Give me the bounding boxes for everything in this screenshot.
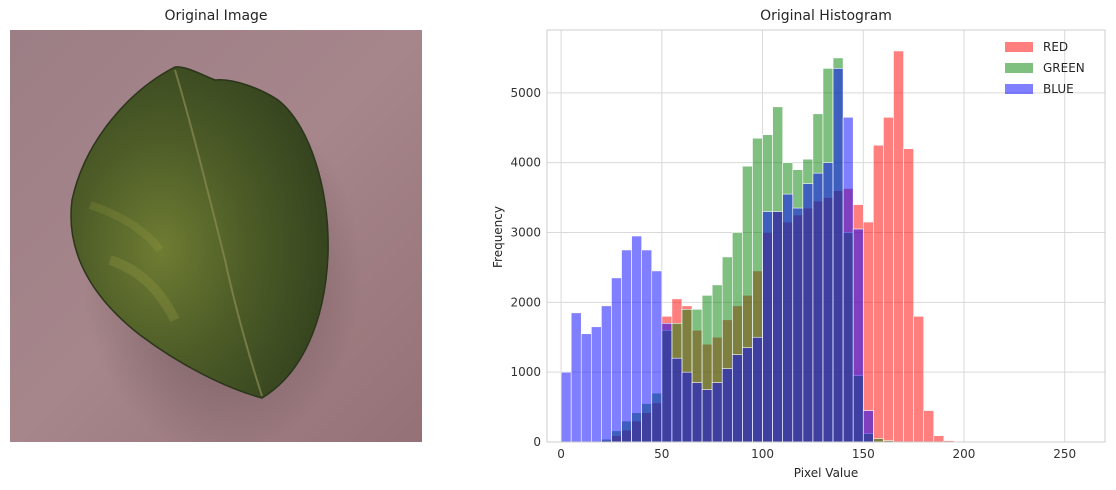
histogram-bars <box>561 51 954 442</box>
bar-red <box>924 411 934 442</box>
bar-red <box>883 117 893 442</box>
bar-blue <box>632 236 642 442</box>
bar-red <box>893 51 903 442</box>
x-tick-label: 200 <box>953 447 976 461</box>
x-tick-label: 0 <box>557 447 565 461</box>
bar-blue <box>601 306 611 442</box>
legend-label-green: GREEN <box>1043 61 1085 75</box>
legend-swatch-blue <box>1005 84 1033 94</box>
x-axis-label: Pixel Value <box>794 466 859 480</box>
bar-blue <box>783 194 793 442</box>
x-tick-label: 50 <box>654 447 669 461</box>
bar-blue <box>642 250 652 442</box>
bar-blue <box>843 117 853 442</box>
bar-blue <box>823 163 833 442</box>
bar-green <box>873 439 883 442</box>
y-tick-label: 0 <box>533 435 541 449</box>
legend-swatch-green <box>1005 63 1033 73</box>
bar-blue <box>581 334 591 442</box>
bar-blue <box>662 323 672 442</box>
bar-blue <box>672 358 682 442</box>
bar-blue <box>692 383 702 442</box>
bar-blue <box>773 212 783 442</box>
bar-blue <box>732 355 742 442</box>
x-tick-label: 100 <box>751 447 774 461</box>
bar-blue <box>752 337 762 442</box>
bar-blue <box>682 372 692 442</box>
bar-blue <box>561 372 571 442</box>
bar-blue <box>742 348 752 442</box>
bar-blue <box>813 173 823 442</box>
bar-blue <box>853 229 863 442</box>
x-tick-label: 250 <box>1053 447 1076 461</box>
bar-blue <box>571 313 581 442</box>
legend-label-blue: BLUE <box>1043 82 1074 96</box>
bar-red <box>934 436 944 442</box>
bar-blue <box>591 327 601 442</box>
bar-blue <box>622 250 632 442</box>
bar-red <box>904 149 914 442</box>
bar-red <box>914 316 924 442</box>
bar-blue <box>611 278 621 442</box>
bar-blue <box>712 383 722 442</box>
bar-blue <box>652 271 662 442</box>
legend-label-red: RED <box>1043 40 1068 54</box>
bar-blue <box>863 411 873 442</box>
bar-blue <box>803 184 813 442</box>
y-axis-label: Frequency <box>491 206 505 268</box>
bar-red <box>863 222 873 442</box>
bar-red <box>873 145 883 442</box>
y-tick-label: 3000 <box>510 226 541 240</box>
bar-blue <box>763 212 773 442</box>
y-tick-label: 2000 <box>510 295 541 309</box>
legend-swatch-red <box>1005 42 1033 52</box>
x-tick-label: 150 <box>852 447 875 461</box>
bar-blue <box>722 369 732 442</box>
bar-blue <box>833 68 843 442</box>
bar-blue <box>793 208 803 442</box>
bar-blue <box>702 390 712 442</box>
y-tick-label: 5000 <box>510 86 541 100</box>
y-tick-label: 1000 <box>510 365 541 379</box>
legend: RED GREEN BLUE <box>1005 40 1085 96</box>
y-tick-label: 4000 <box>510 156 541 170</box>
